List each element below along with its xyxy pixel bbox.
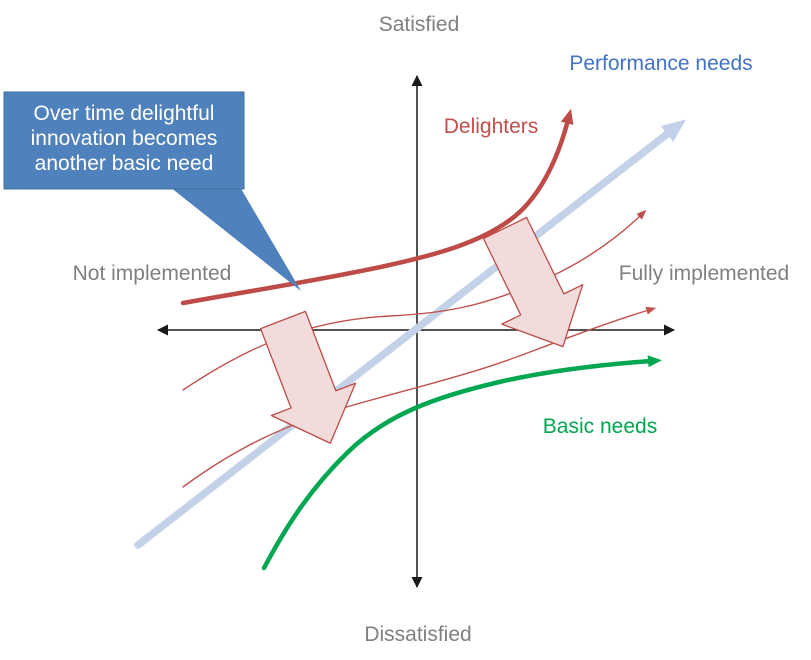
callout-tail (170, 187, 301, 291)
basic-needs-curve (261, 355, 662, 571)
callout-box (3, 91, 245, 190)
delighters-curve (180, 108, 574, 306)
callout-text-line-1: Over time delightful (34, 102, 215, 125)
axis-label-fully-implemented: Fully implemented (619, 262, 789, 285)
basic-needs-label: Basic needs (543, 415, 657, 438)
delighters-label: Delighters (444, 115, 539, 138)
drift-curve-lower (182, 306, 657, 488)
callout-text-line-3: another basic need (35, 152, 214, 175)
transition-arrow-right (482, 216, 584, 348)
transition-arrow-left (259, 310, 357, 444)
axis-label-not-implemented: Not implemented (73, 262, 232, 285)
axis-label-dissatisfied: Dissatisfied (364, 623, 471, 646)
performance-needs-label: Performance needs (569, 52, 752, 75)
callout-text-line-2: innovation becomes (31, 127, 218, 150)
performance-needs-line (134, 119, 687, 549)
drift-curve-upper (182, 209, 647, 391)
axis-label-satisfied: Satisfied (379, 13, 460, 36)
